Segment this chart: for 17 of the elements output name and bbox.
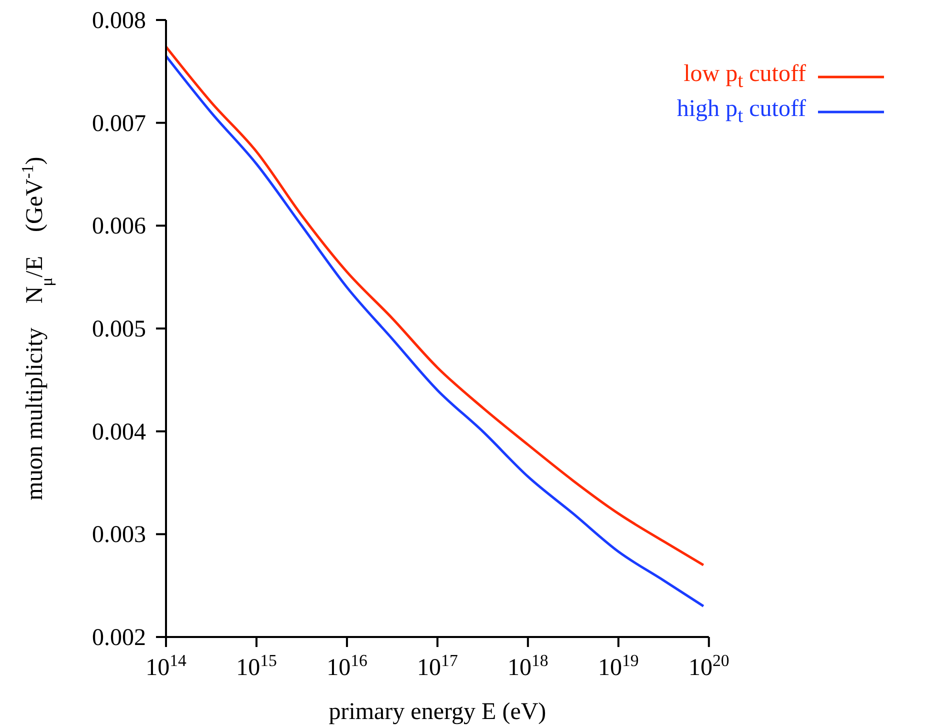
y-tick-label: 0.002	[92, 625, 146, 651]
x-tick-label: 10$^{18}$	[508, 650, 548, 681]
y-tick-label: 0.004	[92, 419, 146, 446]
y-tick-label: 0.006	[92, 214, 146, 240]
x-tick-label: 10$^{17}$	[417, 650, 458, 681]
x-tick-label: 10$^{14}$	[146, 650, 187, 681]
y-tick-label: 0.007	[92, 110, 146, 137]
legend-label: high p$_{t}$ cutoff	[676, 94, 806, 129]
y-tick-label: 0.008	[92, 8, 146, 34]
x-tick-label: 10$^{20}$	[688, 650, 730, 681]
x-tick-label: 10$^{15}$	[236, 650, 277, 681]
y-tick-label: 0.005	[92, 316, 146, 342]
y-tick-label: 0.003	[92, 522, 146, 548]
x-axis-title: primary energy E (eV)	[328, 699, 546, 725]
x-tick-label: 10$^{19}$	[598, 650, 639, 681]
legend-label: low p$_{t}$ cutoff	[684, 60, 806, 94]
x-tick-label: 10$^{16}$	[326, 650, 368, 681]
